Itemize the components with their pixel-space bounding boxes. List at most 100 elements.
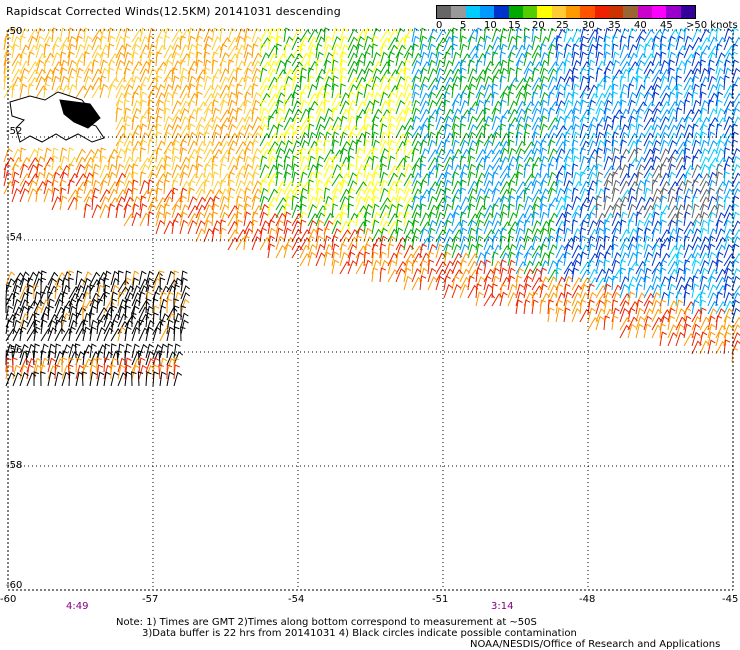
wind-barb (251, 36, 262, 51)
wind-barb (555, 235, 564, 251)
wind-barb (307, 28, 319, 43)
wind-barb (267, 155, 277, 171)
wind-barb (3, 163, 11, 179)
wind-barb (267, 227, 276, 243)
wind-barb (435, 228, 447, 243)
wind-barb (627, 44, 638, 59)
wind-barb (683, 59, 692, 75)
wind-barb (587, 187, 595, 203)
wind-barb (531, 52, 542, 67)
wind-barb (331, 101, 343, 115)
wind-barb (603, 75, 611, 91)
wind-barb (347, 77, 359, 91)
wind-barb (627, 140, 638, 155)
wind-barb (179, 204, 190, 219)
wind-barb (619, 91, 627, 107)
wind-barb (82, 305, 88, 321)
wind-speed-color-scale (436, 5, 696, 19)
wind-barb (643, 108, 654, 123)
wind-barb (707, 300, 719, 315)
wind-barb (363, 156, 374, 171)
wind-barb (611, 139, 619, 155)
wind-barb (61, 327, 73, 342)
wind-barb (371, 99, 380, 115)
wind-barb (707, 140, 718, 155)
wind-barb (579, 251, 588, 267)
wind-barb (715, 259, 723, 275)
wind-barb (707, 308, 718, 323)
wind-barb (347, 203, 354, 219)
wind-barb (467, 243, 477, 259)
wind-barb (579, 283, 589, 299)
wind-barb (173, 364, 180, 380)
wind-barb (123, 132, 135, 147)
wind-barb (99, 164, 110, 179)
wind-barb (531, 91, 539, 107)
wind-barb (173, 343, 181, 359)
wind-barb (675, 44, 687, 59)
wind-barb (307, 115, 315, 131)
wind-barb (611, 69, 623, 83)
wind-barb (675, 60, 686, 75)
wind-barb (531, 116, 543, 131)
wind-barb (451, 108, 462, 123)
wind-barb (715, 83, 725, 99)
wind-barb (139, 83, 147, 99)
wind-barb (315, 75, 324, 91)
wind-barb (723, 100, 735, 115)
wind-barb (603, 51, 611, 67)
wind-barb (163, 179, 170, 195)
wind-barb (96, 371, 105, 387)
wind-barb (259, 236, 271, 251)
wind-barb (675, 51, 684, 67)
wind-barb (155, 131, 163, 147)
wind-barb (171, 75, 180, 91)
wind-barb (19, 163, 29, 179)
wind-barb (467, 131, 477, 147)
wind-barb (507, 59, 514, 75)
wind-barb (523, 173, 535, 187)
wind-barb (47, 371, 56, 387)
wind-barb (11, 83, 18, 99)
wind-barb (363, 163, 372, 179)
wind-barb (307, 92, 319, 107)
wind-barb (315, 115, 325, 131)
wind-barb (683, 109, 695, 123)
wind-barb (331, 75, 339, 91)
wind-barb (19, 371, 29, 387)
wind-barb (587, 51, 595, 67)
wind-barb (147, 164, 159, 179)
wind-barb (731, 139, 739, 155)
wind-barb (355, 211, 364, 227)
wind-barb (523, 44, 534, 59)
wind-barb (211, 51, 219, 67)
wind-barb (91, 155, 99, 171)
wind-barb (531, 268, 542, 283)
wind-barb (347, 147, 355, 163)
wind-barb (99, 204, 110, 219)
wind-barb (291, 155, 299, 171)
pass-time-left: 4:49 (66, 601, 89, 612)
wind-barb (54, 350, 64, 366)
wind-barb (427, 164, 439, 179)
wind-barb (145, 277, 154, 293)
wind-barb (117, 298, 127, 314)
wind-barb (603, 283, 612, 299)
wind-barb (47, 313, 59, 328)
wind-barb (299, 164, 311, 179)
wind-barb (179, 59, 186, 75)
wind-barb (491, 61, 503, 75)
wind-barb (651, 124, 662, 139)
wind-barb (723, 59, 731, 75)
wind-barb (651, 196, 662, 211)
wind-barb (173, 284, 180, 300)
wind-barb (395, 133, 407, 147)
wind-barb (611, 171, 618, 187)
wind-barb (211, 27, 220, 43)
wind-barb (427, 211, 436, 227)
wind-barb (643, 300, 654, 315)
wind-barb (643, 68, 655, 83)
wind-barb (315, 155, 324, 171)
wind-barb (347, 260, 358, 275)
wind-barb (117, 357, 127, 373)
